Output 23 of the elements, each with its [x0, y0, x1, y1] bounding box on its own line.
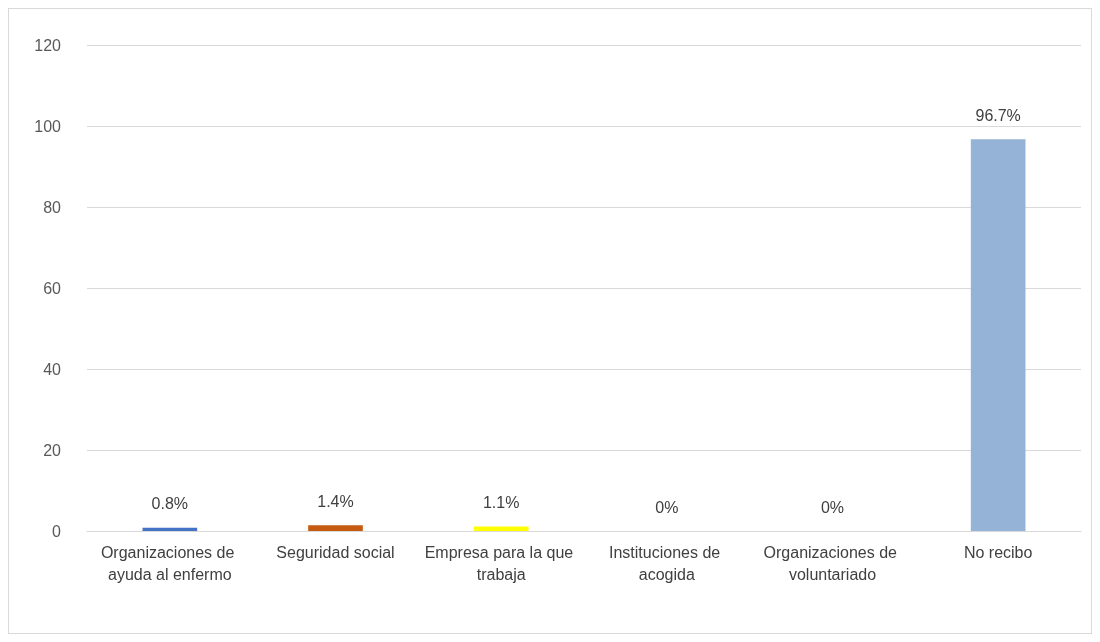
y-tick-label: 100 [34, 117, 62, 135]
bar [970, 139, 1026, 531]
y-tick-label: 120 [34, 36, 62, 54]
bar [142, 527, 198, 531]
y-tick-label: 0 [52, 522, 62, 540]
data-label: 0.8% [151, 495, 189, 513]
y-tick-label: 40 [43, 360, 62, 378]
data-label: 96.7% [975, 106, 1021, 124]
x-tick-label: Organizaciones de voluntariado [763, 543, 902, 583]
data-label: 0% [655, 498, 679, 516]
x-tick-label: Instituciones de acogida [609, 543, 725, 583]
y-tick-label: 60 [43, 279, 62, 297]
x-tick-label: Empresa para la que trabaja [424, 543, 578, 583]
x-tick-label: No recibo [963, 543, 1033, 561]
y-tick-label: 20 [43, 441, 62, 459]
x-tick-label: Seguridad social [276, 543, 395, 561]
data-label: 1.4% [317, 492, 354, 510]
bar [473, 526, 529, 531]
data-label: 0% [820, 498, 845, 516]
data-label: 1.1% [482, 494, 520, 512]
x-tick-label: Organizaciones de ayuda al enfermo [100, 543, 239, 583]
bar [308, 525, 363, 531]
y-tick-label: 80 [43, 198, 62, 216]
